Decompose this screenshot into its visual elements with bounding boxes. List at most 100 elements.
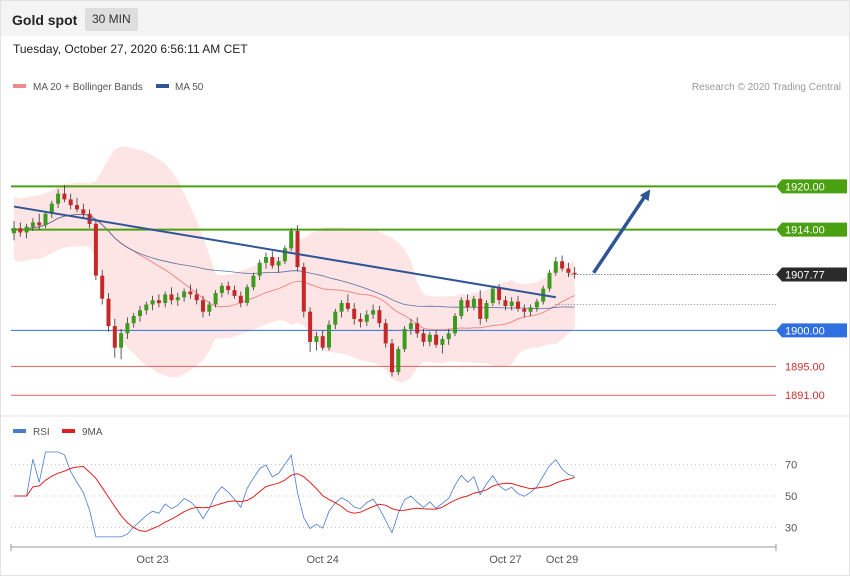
candle-body [553, 261, 558, 273]
candle-body [251, 275, 256, 288]
level-tag-2 [776, 267, 847, 282]
candle-body [371, 310, 376, 315]
legend-label-9ma: 9MA [82, 427, 103, 438]
level-label-3: 1900.00 [785, 325, 825, 337]
candle-body [333, 311, 338, 325]
candle-body [352, 308, 357, 319]
candle-body [37, 222, 42, 226]
candle-body [490, 288, 495, 303]
rsi-tick-50: 50 [785, 491, 797, 503]
x-tick-label: Oct 29 [546, 554, 578, 566]
candle-body [547, 272, 552, 289]
timestamp: Tuesday, October 27, 2020 6:56:11 AM CET [13, 42, 248, 56]
legend-swatch-ma20 [13, 84, 26, 88]
level-tag-1 [776, 222, 847, 237]
candle-body [390, 343, 394, 373]
candle-body [276, 261, 281, 266]
timeframe-badge[interactable]: 30 MIN [85, 8, 138, 31]
candle-body [18, 228, 23, 233]
rsi-tick-70: 70 [785, 460, 797, 472]
candle-body [201, 300, 205, 312]
candle-body [295, 231, 300, 267]
level-label-0: 1920.00 [785, 181, 825, 193]
candle-body [12, 228, 16, 234]
level-label-5: 1891.00 [785, 390, 825, 402]
candle-body [194, 294, 199, 301]
candle-body [345, 303, 350, 309]
candle-body [465, 300, 470, 308]
candle-body [182, 291, 187, 298]
legend-swatch-9ma [62, 429, 75, 433]
candle-body [56, 193, 61, 204]
candle-body [516, 301, 520, 309]
x-tick-label: Oct 24 [306, 554, 338, 566]
candle-body [497, 288, 502, 301]
candle-body [503, 300, 508, 306]
candle-body [150, 300, 155, 305]
level-tag-0 [776, 179, 847, 194]
candle-body [314, 336, 319, 342]
candle-body [226, 285, 231, 291]
descending-trendline [13, 205, 556, 299]
candle-body [245, 287, 250, 303]
legend-swatch-rsi [13, 429, 26, 433]
candle-body [138, 310, 142, 316]
level-label-2: 1907.77 [785, 269, 825, 281]
level-tag-3 [776, 323, 847, 338]
candle-body [207, 304, 212, 312]
candle-body [75, 205, 79, 210]
x-tick-label: Oct 23 [136, 554, 168, 566]
candle-body [453, 316, 457, 334]
rsi-line [14, 451, 575, 538]
bollinger-band-area [14, 146, 575, 383]
candle-body [440, 339, 445, 345]
candle-body [396, 349, 401, 373]
candle-body [364, 314, 369, 322]
candle-body [478, 298, 483, 319]
candle-body [320, 336, 325, 348]
candle-body [377, 310, 382, 324]
candle-body [30, 222, 35, 227]
candle-body [427, 334, 432, 342]
x-axis: Oct 23 Oct 24 Oct 27 Oct 29 [10, 544, 777, 566]
candle-body [560, 261, 565, 269]
candle-body [270, 257, 275, 266]
candle-body [24, 226, 29, 233]
candle-body [232, 290, 237, 296]
candle-body [459, 300, 464, 316]
legend-swatch-ma50 [156, 84, 169, 88]
legend-label-ma20: MA 20 + Bollinger Bands [33, 82, 143, 93]
candle-body [264, 257, 268, 263]
candle-body [282, 248, 287, 262]
candle-body [572, 272, 577, 275]
candle-body [43, 213, 48, 226]
candle-body [408, 323, 413, 329]
candle-body [238, 295, 243, 303]
candle-body [156, 300, 161, 304]
candle-body [471, 298, 476, 308]
level-label-4: 1895.00 [785, 361, 825, 373]
rsi-ma-line [14, 465, 575, 532]
copyright-note: Research © 2020 Trading Central [692, 82, 841, 93]
candle-body [175, 297, 180, 301]
candle-body [257, 262, 262, 276]
candle-body [81, 209, 86, 214]
candle-body [213, 293, 218, 305]
candle-body [522, 308, 527, 312]
rsi-panel: 30 50 70 [11, 451, 797, 538]
candle-body [100, 275, 105, 299]
candle-body [402, 329, 407, 350]
candle-body [125, 323, 130, 334]
candle-body [106, 298, 111, 327]
level-label-1: 1914.00 [785, 225, 825, 237]
candle-body [188, 291, 193, 295]
trend-overlays [13, 189, 651, 299]
candle-body [421, 333, 426, 342]
candle-body [566, 268, 571, 273]
candle-body [383, 323, 388, 344]
candle-body [93, 223, 98, 276]
candle-body [446, 333, 451, 340]
candle-body [434, 334, 439, 345]
x-tick-label: Oct 27 [489, 554, 521, 566]
